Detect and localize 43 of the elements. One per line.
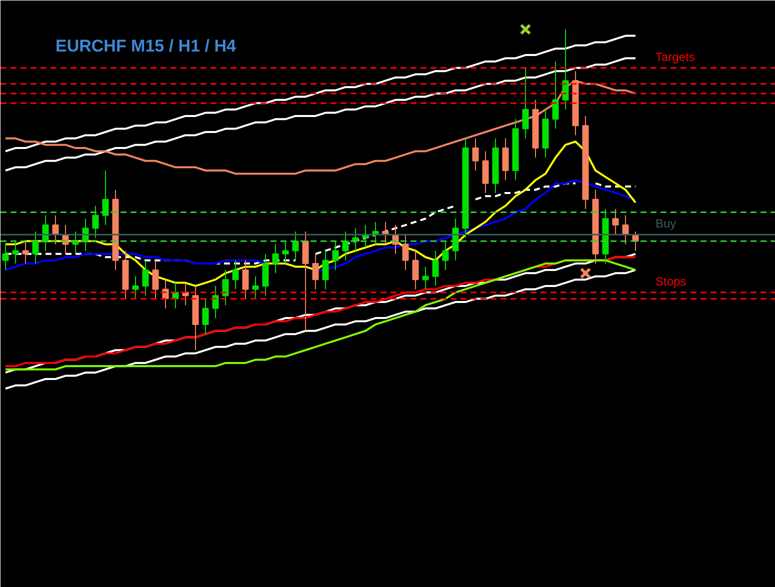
candlestick <box>482 150 489 194</box>
candlestick <box>422 266 429 290</box>
candlestick <box>332 240 339 270</box>
candlestick <box>22 240 29 264</box>
candlestick <box>262 253 269 296</box>
ref-line-label: Buy <box>656 216 676 231</box>
candlestick <box>282 240 289 264</box>
candlestick <box>12 240 19 264</box>
candlestick <box>302 230 309 332</box>
candlestick <box>92 205 99 238</box>
candlestick <box>432 250 439 286</box>
candlestick <box>552 60 559 130</box>
candlestick <box>132 276 139 300</box>
candlestick <box>292 230 299 261</box>
candlestick <box>52 214 59 245</box>
candlestick <box>412 250 419 290</box>
candlestick <box>252 276 259 300</box>
chart-title: EURCHF M15 / H1 / H4 <box>56 36 236 56</box>
candlestick <box>442 240 449 270</box>
candlestick <box>2 244 9 270</box>
candlestick <box>212 285 219 319</box>
candlestick <box>402 234 409 270</box>
candlestick <box>322 250 329 290</box>
candlestick <box>102 170 109 226</box>
candlestick <box>202 298 209 335</box>
candlestick <box>342 230 349 261</box>
candlestick <box>32 230 39 264</box>
candlestick <box>272 244 279 274</box>
candlestick <box>222 269 229 306</box>
candlestick <box>472 138 479 172</box>
candlestick <box>142 260 149 296</box>
candlestick <box>612 208 619 236</box>
candlestick <box>452 218 459 261</box>
ref-line-label: Stops <box>656 274 686 288</box>
candlestick <box>152 260 159 300</box>
candlestick <box>502 138 509 181</box>
candlestick <box>242 260 249 300</box>
candlestick <box>622 214 629 245</box>
candlestick <box>312 253 319 290</box>
candlestick <box>522 67 529 139</box>
candlestick <box>232 260 239 290</box>
candlestick <box>562 28 569 110</box>
ref-line-label: Targets <box>656 50 695 64</box>
